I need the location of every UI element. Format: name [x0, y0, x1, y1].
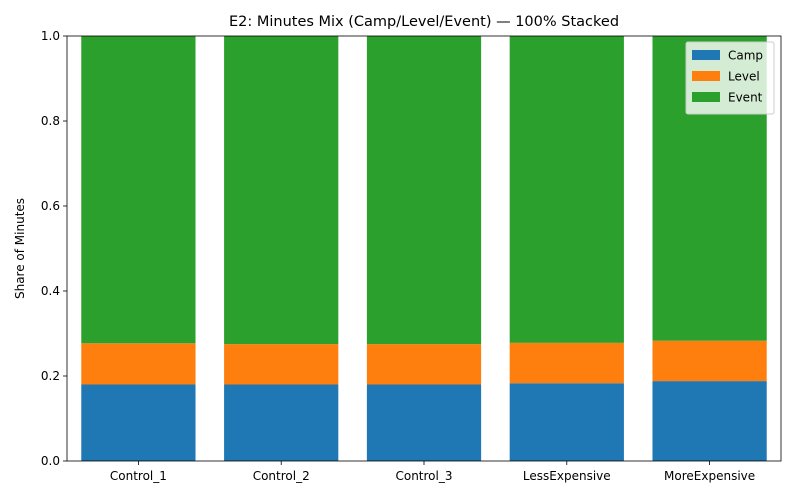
x-tick-label: Control_1 — [110, 469, 167, 483]
bar-camp-control_1 — [81, 384, 196, 461]
y-axis-label: Share of Minutes — [13, 198, 27, 299]
plot-frame — [66, 35, 782, 462]
bars-layer — [81, 36, 767, 461]
bar-level-lessexpensive — [509, 342, 624, 384]
bar-camp-moreexpensive — [652, 381, 767, 461]
x-tick-label: Control_3 — [395, 469, 452, 483]
bar-event-control_2 — [224, 36, 339, 345]
bar-level-control_2 — [224, 344, 339, 385]
bar-level-moreexpensive — [652, 340, 767, 382]
legend-swatch-event — [692, 92, 720, 102]
legend-swatch-level — [692, 71, 720, 81]
legend-label-camp: Camp — [728, 49, 763, 63]
x-tick-label: LessExpensive — [523, 469, 611, 483]
y-tick-label: 1.0 — [41, 29, 60, 43]
bar-camp-control_2 — [224, 384, 339, 461]
bar-event-control_3 — [366, 36, 482, 345]
chart-title: E2: Minutes Mix (Camp/Level/Event) — 100… — [229, 14, 619, 30]
legend-swatch-camp — [692, 50, 720, 60]
bar-camp-lessexpensive — [509, 383, 624, 461]
y-tick-label: 0.2 — [41, 369, 60, 383]
x-tick-label: Control_2 — [253, 469, 310, 483]
bar-level-control_3 — [366, 344, 482, 385]
bar-event-lessexpensive — [509, 36, 624, 343]
y-tick-label: 0.0 — [41, 454, 60, 468]
y-tick-label: 0.4 — [41, 284, 60, 298]
bar-event-control_1 — [81, 36, 196, 344]
y-tick-label: 0.6 — [41, 199, 60, 213]
bar-level-control_1 — [81, 343, 196, 385]
legend-label-event: Event — [728, 91, 763, 105]
bar-camp-control_3 — [366, 384, 482, 461]
y-tick-label: 0.8 — [41, 114, 60, 128]
legend-label-level: Level — [728, 70, 760, 84]
axes-layer: Control_1 Control_2 Control_3 LessExpensive… — [41, 29, 782, 483]
legend: Camp Level Event — [685, 41, 775, 115]
x-tick-label: MoreExpensive — [664, 469, 755, 483]
